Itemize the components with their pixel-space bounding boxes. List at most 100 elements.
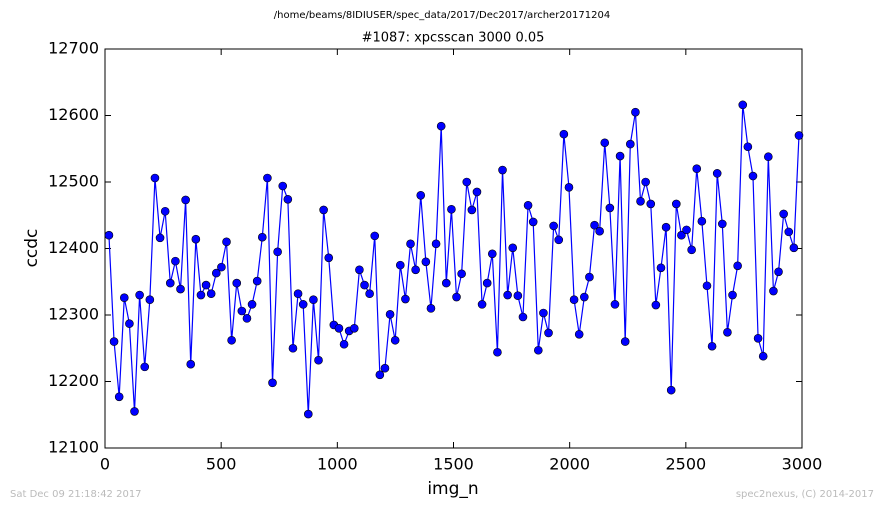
data-point (477, 300, 487, 309)
data-point (263, 173, 272, 183)
data-point (268, 378, 277, 388)
x-tick-label: 2500 (665, 455, 706, 474)
data-point (145, 295, 155, 305)
data-point (176, 284, 185, 294)
data-point (539, 308, 548, 318)
data-point (707, 341, 717, 351)
data-point (334, 323, 344, 333)
data-point (564, 183, 574, 192)
data-point (426, 304, 436, 313)
data-point (523, 200, 533, 210)
data-point (544, 328, 553, 338)
data-point (508, 243, 518, 253)
data-point (181, 195, 190, 205)
data-point (528, 217, 538, 227)
data-point (687, 245, 696, 255)
data-point (196, 290, 206, 300)
data-point (672, 199, 681, 209)
data-point (651, 300, 661, 310)
data-point (227, 335, 236, 345)
data-point (171, 256, 180, 266)
data-point (774, 267, 783, 277)
data-point (605, 203, 615, 213)
data-point (283, 194, 293, 204)
y-tick-label: 12200 (48, 371, 99, 390)
data-point (615, 151, 625, 161)
data-point (723, 327, 732, 337)
data-point (191, 234, 201, 244)
data-point (355, 265, 364, 275)
data-point (217, 262, 226, 272)
data-point (288, 343, 298, 353)
data-point (574, 329, 584, 339)
data-point (748, 171, 758, 181)
data-point (738, 100, 748, 110)
data-point (743, 142, 753, 152)
data-point (222, 237, 231, 247)
data-point (324, 253, 334, 263)
data-point (232, 278, 242, 288)
data-point (114, 392, 124, 402)
data-point (436, 121, 446, 131)
y-tick-label: 12600 (48, 105, 99, 124)
data-point (559, 129, 569, 139)
data-point (641, 177, 650, 187)
data-point (360, 280, 369, 290)
data-point (155, 233, 165, 243)
y-tick-label: 12700 (48, 39, 99, 58)
data-point (534, 345, 543, 355)
data-point (160, 206, 170, 216)
x-tick-label: 2000 (549, 455, 590, 474)
data-point (518, 312, 528, 322)
data-point (610, 300, 620, 309)
data-point (789, 243, 799, 253)
data-point (794, 131, 804, 140)
data-point (395, 260, 405, 270)
data-point (784, 227, 794, 237)
data-point (554, 235, 564, 245)
data-point (211, 268, 221, 278)
data-point (452, 292, 461, 302)
data-point (585, 272, 594, 282)
x-axis-label: img_n (427, 479, 478, 499)
data-point (135, 290, 144, 300)
data-point (319, 205, 328, 215)
data-point (631, 107, 640, 117)
data-point (636, 196, 645, 206)
data-point (293, 289, 303, 299)
data-point (130, 407, 139, 416)
footer-date: Sat Dec 09 21:18:42 2017 (10, 489, 142, 500)
data-point (733, 261, 742, 271)
data-point (467, 205, 477, 215)
data-point (779, 209, 788, 219)
data-point (242, 314, 252, 323)
data-point (595, 226, 604, 236)
data-point (620, 337, 630, 346)
data-point (339, 339, 349, 349)
data-point (349, 323, 359, 333)
data-point (692, 164, 702, 173)
x-tick-label: 1500 (433, 455, 474, 474)
data-point (119, 293, 129, 303)
x-tick-label: 500 (206, 455, 237, 474)
data-point (487, 249, 497, 259)
data-point (104, 230, 114, 240)
y-tick-label: 12100 (48, 438, 99, 457)
x-tick-label: 3000 (782, 455, 823, 474)
data-point (712, 169, 722, 178)
data-point (416, 191, 426, 200)
data-point (447, 204, 456, 214)
data-point (252, 276, 262, 286)
data-point (140, 362, 150, 372)
data-point (431, 239, 441, 249)
data-point (764, 152, 773, 162)
data-point (206, 289, 216, 299)
data-point (462, 177, 472, 187)
data-point (201, 280, 211, 290)
data-point (314, 355, 323, 365)
data-point (298, 300, 308, 309)
data-point (513, 291, 523, 301)
data-point (753, 333, 763, 343)
